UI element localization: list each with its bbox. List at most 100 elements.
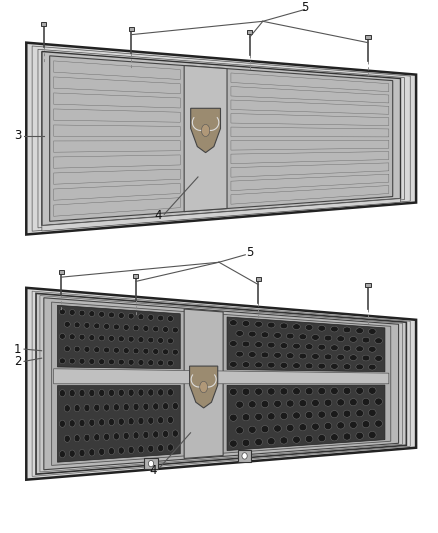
Ellipse shape [274,400,281,407]
Ellipse shape [286,333,294,339]
Ellipse shape [128,446,134,454]
Polygon shape [231,73,389,92]
Ellipse shape [230,440,237,447]
Ellipse shape [337,399,345,406]
Ellipse shape [242,388,250,395]
Ellipse shape [118,336,124,342]
Ellipse shape [173,349,178,355]
Ellipse shape [167,444,173,451]
Polygon shape [53,77,180,94]
Text: 1: 1 [14,343,21,356]
Bar [41,22,46,26]
Ellipse shape [236,351,244,357]
Ellipse shape [167,316,173,321]
Ellipse shape [60,420,65,427]
Ellipse shape [268,342,275,348]
Ellipse shape [299,400,307,407]
Ellipse shape [350,399,357,406]
Ellipse shape [201,124,210,136]
Ellipse shape [261,352,269,358]
Ellipse shape [60,334,65,339]
Ellipse shape [324,423,332,430]
Ellipse shape [89,419,95,426]
Ellipse shape [118,418,124,425]
Ellipse shape [274,425,281,432]
Ellipse shape [109,312,114,318]
Polygon shape [231,100,389,114]
Ellipse shape [60,309,65,314]
Ellipse shape [167,360,173,366]
Ellipse shape [343,410,351,417]
Polygon shape [231,86,389,103]
Polygon shape [231,185,389,204]
Ellipse shape [368,346,376,352]
Ellipse shape [293,343,300,349]
Ellipse shape [312,399,319,407]
Ellipse shape [261,400,269,408]
Ellipse shape [153,431,159,438]
Ellipse shape [242,439,250,447]
Ellipse shape [350,421,357,429]
Ellipse shape [138,337,144,343]
Ellipse shape [368,328,376,334]
Ellipse shape [79,419,85,426]
Ellipse shape [79,358,85,364]
Ellipse shape [143,431,149,439]
Ellipse shape [162,327,169,333]
Ellipse shape [248,401,256,408]
Ellipse shape [133,348,139,354]
Ellipse shape [167,338,173,344]
Ellipse shape [200,381,208,393]
Ellipse shape [362,355,370,361]
Bar [59,270,64,274]
Ellipse shape [337,354,345,360]
Ellipse shape [318,344,325,350]
Ellipse shape [104,347,110,353]
Ellipse shape [99,419,105,426]
Ellipse shape [337,336,345,342]
Bar [145,458,158,470]
Ellipse shape [268,413,275,420]
Ellipse shape [123,432,129,439]
Ellipse shape [99,448,105,455]
Ellipse shape [324,335,332,341]
Ellipse shape [230,361,237,367]
Ellipse shape [230,414,237,421]
Polygon shape [57,305,180,369]
Ellipse shape [69,334,75,340]
Ellipse shape [64,405,70,412]
Polygon shape [49,56,393,221]
Ellipse shape [274,352,281,358]
Ellipse shape [74,346,80,352]
Ellipse shape [133,403,139,410]
Ellipse shape [128,359,134,365]
Ellipse shape [280,343,288,349]
Ellipse shape [242,341,250,347]
Ellipse shape [375,356,382,361]
Ellipse shape [113,348,119,353]
Polygon shape [53,125,180,136]
Ellipse shape [356,346,364,352]
Ellipse shape [305,325,313,330]
Ellipse shape [138,446,144,453]
Ellipse shape [109,335,114,341]
Ellipse shape [280,437,288,444]
Ellipse shape [356,432,364,439]
Ellipse shape [89,359,95,365]
Polygon shape [53,61,180,79]
Ellipse shape [143,403,149,410]
Ellipse shape [89,390,95,397]
Ellipse shape [173,402,178,409]
Circle shape [242,453,247,459]
Ellipse shape [94,434,100,441]
Text: 3: 3 [14,130,21,142]
Ellipse shape [69,420,75,427]
Ellipse shape [89,449,95,456]
Polygon shape [191,108,220,152]
Ellipse shape [148,417,154,424]
Ellipse shape [162,349,169,354]
Ellipse shape [255,439,262,446]
Ellipse shape [123,348,129,353]
Ellipse shape [158,389,163,396]
Ellipse shape [268,322,275,328]
